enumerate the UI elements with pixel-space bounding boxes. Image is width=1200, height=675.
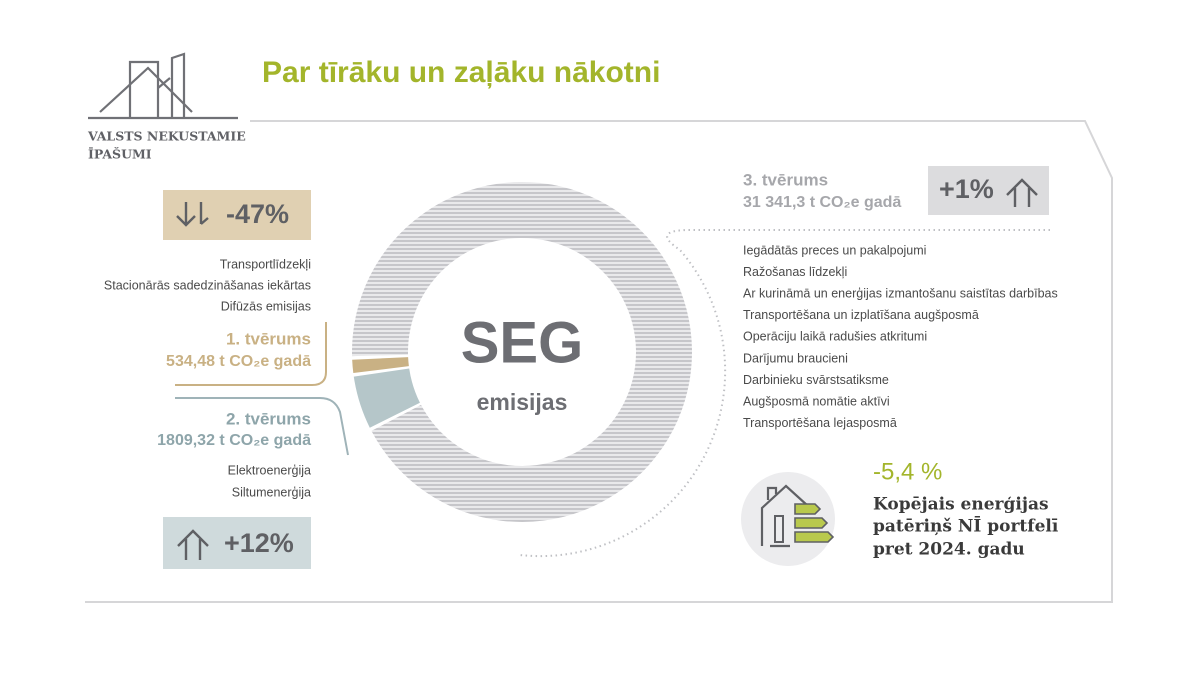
scope-title: 1. tvērums (226, 329, 311, 348)
donut-segment (352, 357, 409, 374)
title: Par tīrāku un zaļāku nākotni (262, 56, 660, 89)
frame (85, 120, 1113, 603)
connector (519, 229, 1050, 558)
source-item: Stacionārās sadedzināšanas iekārtas (104, 278, 311, 292)
source-item: Operāciju laikā radušies atkritumi (743, 330, 927, 344)
source-item: Ar kurināmā un enerģijas izmantošanu sai… (743, 286, 1058, 300)
change-box (163, 517, 311, 569)
scope-title: 3. tvērums (743, 170, 828, 189)
house-icon (760, 484, 809, 548)
source-item: Augšposmā nomātie aktīvi (743, 394, 890, 408)
change-value: +12% (224, 528, 294, 558)
source-item: Transportēšana un izplatīšana augšposmā (743, 308, 979, 322)
source-item: Elektroenerģija (228, 463, 311, 477)
logo (88, 52, 238, 120)
arrow-up-icon (177, 529, 209, 560)
logo-text: ĪPAŠUMI (88, 146, 152, 162)
logo-text: VALSTS NEKUSTAMIE (87, 129, 246, 144)
scope-value: 31 341,3 t CO₂e gadā (743, 194, 901, 211)
energy-text: patēriņš NĪ portfelī (873, 516, 1059, 537)
source-item: Ražošanas līdzekļi (743, 265, 847, 279)
scope-value: 534,48 t CO₂e gadā (166, 353, 311, 370)
change-value: -47% (226, 199, 289, 229)
source-item: Iegādātās preces un pakalpojumi (743, 243, 926, 257)
energy-text: pret 2024. gadu (873, 540, 1025, 560)
energy-bars-icon (794, 503, 835, 543)
scope-value: 1809,32 t CO₂e gadā (157, 432, 311, 449)
center-title: SEG (461, 310, 584, 375)
arrow-up-icon (1006, 178, 1038, 207)
change-box (163, 190, 311, 240)
source-item: Difūzās emisijas (221, 299, 311, 313)
source-item: Siltumenerģija (232, 485, 311, 499)
source-item: Transportlīdzekļi (220, 257, 311, 271)
donut (352, 182, 693, 523)
house-icon-door (774, 515, 784, 543)
change-value: +1% (939, 174, 994, 204)
source-item: Darījumu braucieni (743, 351, 848, 365)
donut-segment (352, 182, 693, 523)
center-subtitle: emisijas (477, 389, 568, 415)
connector (175, 397, 349, 456)
source-item: Darbinieku svārstsatiksme (743, 373, 889, 387)
source-item: Transportēšana lejasposmā (743, 416, 897, 430)
connector (175, 322, 327, 386)
energy-text: Kopējais enerģijas (873, 495, 1049, 515)
arrow-down-icon (176, 202, 209, 227)
energy-change: -5,4 % (873, 458, 942, 485)
donut-segment (353, 368, 420, 428)
scope-title: 2. tvērums (226, 409, 311, 428)
